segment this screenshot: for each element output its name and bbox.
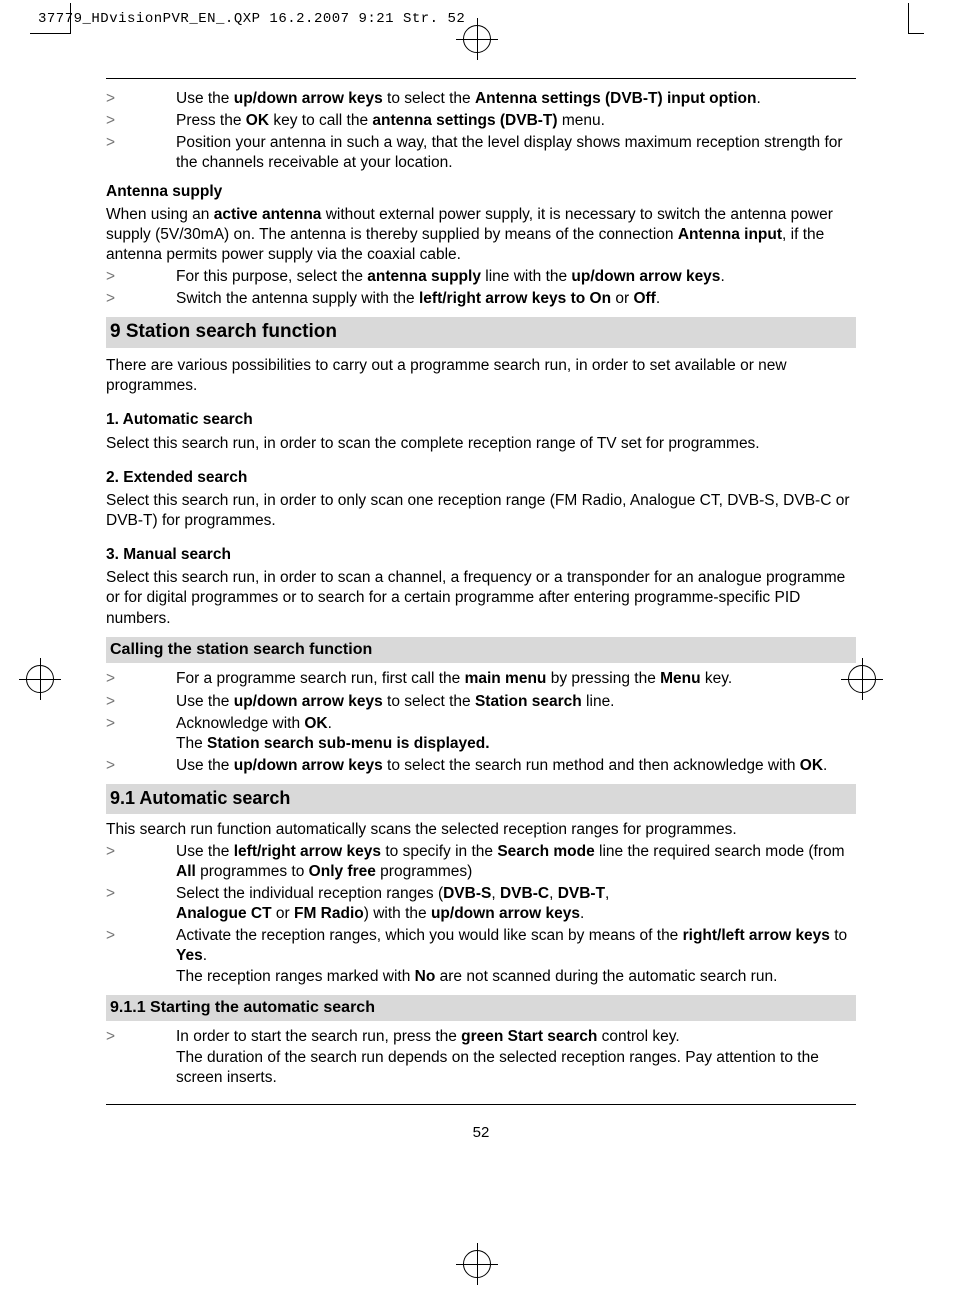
bullet-marker: > xyxy=(106,926,146,986)
bullet-item: > For a programme search run, first call… xyxy=(106,669,856,689)
bullet-marker: > xyxy=(106,289,146,309)
paragraph: There are various possibilities to carry… xyxy=(106,356,856,396)
bullet-item: > For this purpose, select the antenna s… xyxy=(106,267,856,287)
page-number: 52 xyxy=(106,1123,856,1143)
section-heading: 9 Station search function xyxy=(106,317,856,348)
subsection-bar: 9.1.1 Starting the automatic search xyxy=(106,995,856,1022)
text: key to call the xyxy=(269,112,372,129)
bullet-item: > Use the up/down arrow keys to select t… xyxy=(106,692,856,712)
text: . xyxy=(757,90,761,107)
bold-text: up/down arrow keys xyxy=(234,90,383,107)
crop-mark-tr xyxy=(908,3,924,34)
text: Press the xyxy=(176,112,246,129)
paragraph: Select this search run, in order to scan… xyxy=(106,568,856,628)
bullet-item: > Select the individual reception ranges… xyxy=(106,884,856,924)
slugline: 37779_HDvisionPVR_EN_.QXP 16.2.2007 9:21… xyxy=(38,10,465,28)
paragraph: Select this search run, in order to scan… xyxy=(106,434,856,454)
top-rule xyxy=(106,78,856,79)
paragraph: When using an active antenna without ext… xyxy=(106,205,856,265)
bullet-item: > Use the up/down arrow keys to select t… xyxy=(106,89,856,109)
bold-text: Antenna settings (DVB-T) input option xyxy=(475,90,757,107)
bullet-marker: > xyxy=(106,1027,146,1087)
numbered-heading: 2. Extended search xyxy=(106,468,856,488)
bullet-item: > Press the OK key to call the antenna s… xyxy=(106,111,856,131)
bullet-marker: > xyxy=(106,884,146,924)
bullet-marker: > xyxy=(106,714,146,754)
text: menu. xyxy=(558,112,605,129)
bullet-marker: > xyxy=(106,756,146,776)
bullet-marker: > xyxy=(106,111,146,131)
text: Position your antenna in such a way, tha… xyxy=(176,134,843,171)
bullet-marker: > xyxy=(106,842,146,882)
bold-text: OK xyxy=(246,112,269,129)
page-content: > Use the up/down arrow keys to select t… xyxy=(106,78,856,1142)
bold-text: antenna settings (DVB-T) xyxy=(372,112,557,129)
paragraph: This search run function automatically s… xyxy=(106,820,856,840)
numbered-heading: 1. Automatic search xyxy=(106,410,856,430)
bullet-item: > Use the left/right arrow keys to speci… xyxy=(106,842,856,882)
paragraph: Select this search run, in order to only… xyxy=(106,491,856,531)
numbered-heading: 3. Manual search xyxy=(106,545,856,565)
bullet-item: > Use the up/down arrow keys to select t… xyxy=(106,756,856,776)
bottom-rule xyxy=(106,1104,856,1105)
bullet-item: > Position your antenna in such a way, t… xyxy=(106,133,856,173)
bullet-item: > Switch the antenna supply with the lef… xyxy=(106,289,856,309)
text: Use the xyxy=(176,90,234,107)
registration-bottom xyxy=(463,1250,491,1278)
bullet-item: > In order to start the search run, pres… xyxy=(106,1027,856,1087)
text: to select the xyxy=(383,90,475,107)
bullet-marker: > xyxy=(106,133,146,173)
bullet-item: > Acknowledge with OK.The Station search… xyxy=(106,714,856,754)
bullet-marker: > xyxy=(106,692,146,712)
bullet-marker: > xyxy=(106,267,146,287)
bullet-marker: > xyxy=(106,89,146,109)
bullet-item: > Activate the reception ranges, which y… xyxy=(106,926,856,986)
bullet-marker: > xyxy=(106,669,146,689)
subsection-bar: 9.1 Automatic search xyxy=(106,784,856,813)
registration-left xyxy=(26,665,54,693)
subsection-heading: Antenna supply xyxy=(106,182,856,202)
subsection-bar: Calling the station search function xyxy=(106,637,856,664)
registration-top xyxy=(463,25,491,53)
